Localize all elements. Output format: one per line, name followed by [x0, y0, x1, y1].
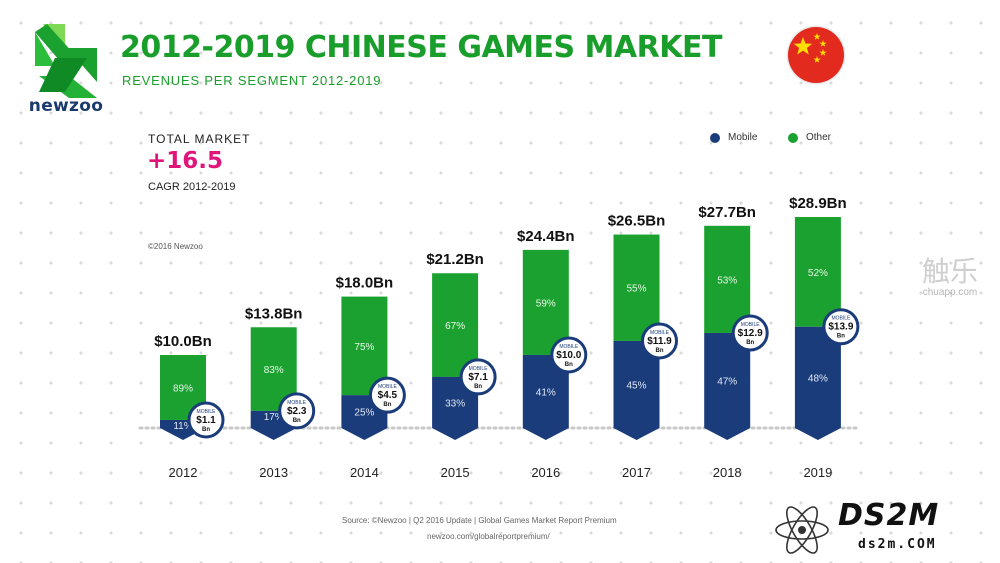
mobile-badge-unit-2018: Bn [746, 340, 754, 346]
mobile-badge-value-2014: $4.5 [378, 390, 398, 401]
mobile-badge-top-2016: MOBILE [559, 344, 579, 350]
copyright: ©2016 Newzoo [148, 242, 203, 251]
percent-label-other-2012: 89% [173, 383, 193, 394]
mobile-badge-2015 [459, 358, 497, 396]
percent-label-mobile-2013: 17% [264, 412, 284, 423]
mobile-badge-unit-2016: Bn [565, 362, 573, 368]
mobile-badge-unit-2017: Bn [656, 348, 664, 354]
percent-label-mobile-2018: 47% [717, 376, 737, 387]
bar-other-2016 [522, 249, 569, 355]
percent-label-mobile-2015: 33% [445, 398, 465, 409]
percent-label-other-2018: 53% [717, 275, 737, 286]
mobile-badge-value-2012: $1.1 [196, 415, 216, 426]
bar-mobile-2015 [432, 376, 479, 440]
bar-mobile-2016 [522, 354, 569, 440]
mobile-badge-2019 [822, 308, 860, 346]
mobile-badge-value-2015: $7.1 [468, 372, 488, 383]
total-label-2019: $28.9Bn [789, 195, 847, 212]
mobile-badge-value-2019: $13.9 [828, 322, 853, 333]
newzoo-logo-icon [35, 24, 97, 98]
chart-title: 2012-2019 CHINESE GAMES MARKET [120, 30, 722, 65]
bar-mobile-2017 [613, 340, 660, 440]
mobile-badge-2017 [641, 322, 678, 360]
bar-other-2017 [613, 234, 660, 341]
total-label-2013: $13.8Bn [245, 305, 303, 322]
total-label-2012: $10.0Bn [154, 333, 212, 350]
mobile-badge-2012 [187, 401, 225, 439]
x-tick-label-2016: 2016 [531, 465, 560, 480]
total-market-value: +16.5 [147, 148, 224, 174]
total-label-2015: $21.2Bn [426, 251, 484, 268]
mobile-badge-2016 [550, 336, 588, 374]
legend-swatch-other [788, 132, 798, 143]
mobile-badge-2018 [731, 314, 769, 352]
chuapp-watermark-url: chuapp.com [922, 287, 978, 298]
x-tick-label-2018: 2018 [713, 465, 742, 480]
mobile-badge-top-2019: MOBILE [831, 316, 851, 322]
mobile-badge-value-2017: $11.9 [647, 336, 672, 347]
chart-subtitle: REVENUES PER SEGMENT 2012-2019 [122, 73, 382, 88]
mobile-badge-unit-2013: Bn [293, 418, 301, 424]
mobile-badge-value-2013: $2.3 [287, 406, 307, 417]
mobile-badge-top-2014: MOBILE [378, 384, 398, 390]
bar-mobile-2018 [704, 332, 751, 440]
mobile-badge-unit-2014: Bn [383, 402, 391, 408]
x-tick-label-2014: 2014 [350, 465, 379, 480]
percent-label-other-2019: 52% [808, 268, 828, 279]
mobile-badge-unit-2015: Bn [474, 384, 482, 390]
ds2m-watermark: DS2M [838, 498, 940, 533]
x-tick-label-2013: 2013 [259, 465, 288, 480]
legend-swatch-mobile [710, 132, 720, 143]
x-tick-label-2017: 2017 [622, 465, 651, 480]
ds2m-atom-icon [775, 506, 829, 554]
percent-label-mobile-2017: 45% [626, 380, 646, 391]
total-market-label: TOTAL MARKET [148, 132, 251, 146]
legend-item-mobile: Mobile [710, 132, 757, 143]
percent-label-other-2015: 67% [445, 321, 465, 332]
legend-label-mobile: Mobile [728, 132, 758, 143]
percent-label-other-2016: 59% [536, 298, 556, 309]
source-url: newzoo.com/globalreportpremium/ [427, 532, 550, 541]
percent-label-other-2013: 83% [264, 365, 284, 376]
cagr-label: CAGR 2012-2019 [148, 181, 236, 193]
mobile-badge-unit-2019: Bn [837, 334, 845, 340]
mobile-badge-2013 [278, 392, 316, 430]
percent-label-mobile-2016: 41% [536, 387, 556, 398]
mobile-badge-value-2018: $12.9 [738, 328, 763, 339]
bar-other-2019 [794, 217, 841, 327]
source-text: Source: ©Newzoo | Q2 2016 Update | Globa… [342, 516, 617, 525]
mobile-badge-top-2012: MOBILE [197, 409, 217, 415]
mobile-badge-top-2018: MOBILE [741, 322, 761, 328]
x-tick-label-2019: 2019 [803, 465, 832, 480]
mobile-badge-2014 [368, 376, 406, 414]
x-tick-label-2015: 2015 [441, 465, 470, 480]
percent-label-other-2014: 75% [354, 342, 374, 353]
x-tick-label-2012: 2012 [169, 465, 198, 480]
mobile-badge-top-2015: MOBILE [469, 366, 489, 372]
bar-other-2018 [704, 225, 751, 333]
bar-other-2015 [432, 273, 479, 377]
percent-label-other-2017: 55% [626, 284, 646, 295]
ds2m-watermark-url: ds2m.COM [858, 537, 937, 552]
legend-item-other: Other [788, 132, 831, 143]
total-label-2014: $18.0Bn [336, 275, 394, 292]
bar-mobile-2019 [794, 326, 841, 440]
legend-label-other: Other [806, 132, 832, 143]
mobile-badge-top-2017: MOBILE [650, 330, 670, 336]
percent-label-mobile-2014: 25% [354, 408, 374, 419]
percent-label-mobile-2019: 48% [808, 373, 828, 384]
brand-name: newzoo [28, 96, 104, 116]
chuapp-watermark: 触乐 [921, 255, 978, 288]
percent-label-mobile-2012: 11% [173, 421, 192, 432]
total-label-2017: $26.5Bn [608, 213, 666, 230]
mobile-badge-value-2016: $10.0 [556, 350, 581, 361]
china-flag-icon [786, 25, 846, 85]
total-label-2018: $27.7Bn [698, 204, 756, 221]
mobile-badge-top-2013: MOBILE [287, 400, 307, 406]
total-label-2016: $24.4Bn [517, 228, 575, 245]
mobile-badge-unit-2012: Bn [202, 427, 210, 433]
